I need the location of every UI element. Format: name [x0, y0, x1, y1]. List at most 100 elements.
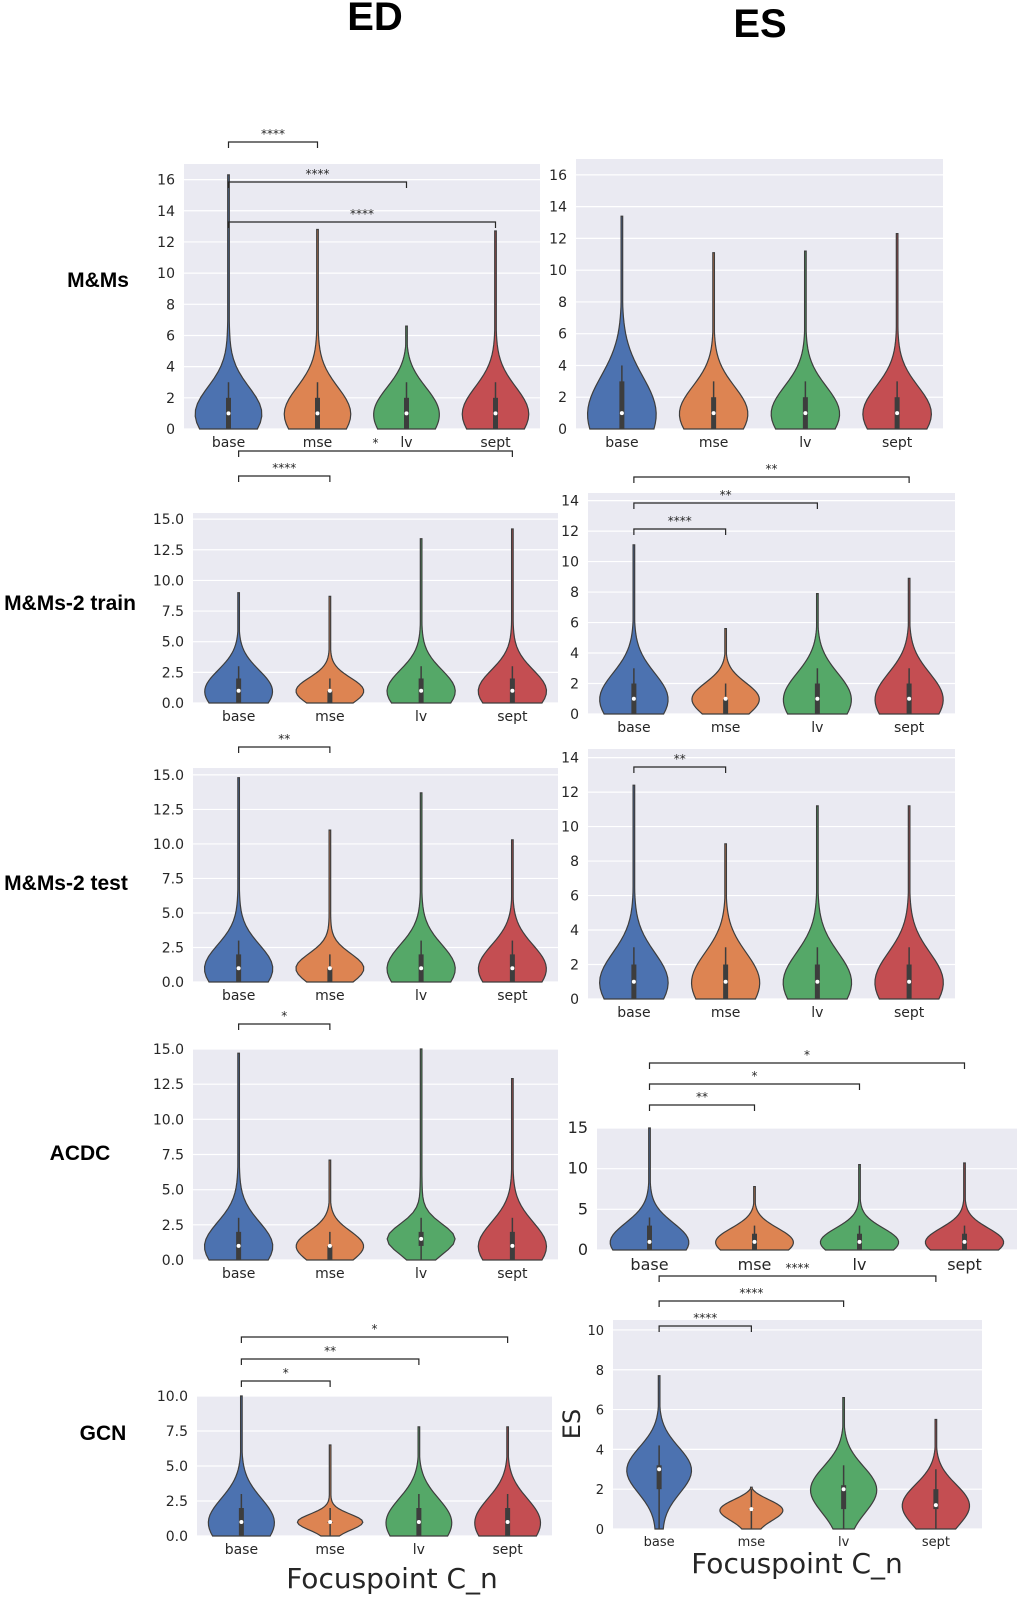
median-sept: [895, 411, 900, 416]
row-label-mms2-train: M&Ms-2 train: [4, 592, 136, 615]
y-tick-label: 8: [596, 1364, 604, 1379]
y-tick-label: 12: [157, 235, 175, 251]
x-tick-label: lv: [415, 1266, 427, 1282]
significance-label: **: [696, 1090, 708, 1104]
y-tick-label: 2.5: [162, 940, 184, 956]
median-mse: [327, 966, 332, 971]
median-base: [236, 966, 241, 971]
significance-label: ****: [786, 1261, 810, 1275]
significance-label: **: [278, 732, 290, 746]
significance-bracket: [648, 1104, 756, 1111]
xlabel-es-gcn: Focuspoint C_n: [691, 1547, 903, 1580]
y-tick-label: 0.0: [166, 1529, 188, 1545]
y-tick-label: 6: [596, 1404, 604, 1419]
median-sept: [510, 966, 515, 971]
y-tick-label: 2: [558, 390, 567, 406]
significance-label: *: [804, 1048, 810, 1062]
chart-gcn-es: 0 2 4 6 8 10 base mse lv sept **** **** ****: [587, 1261, 982, 1550]
y-tick-label: 0: [166, 422, 175, 438]
y-tick-label: 10: [157, 266, 175, 282]
x-tick-label: sept: [894, 1005, 925, 1021]
significance-bracket: [240, 1358, 420, 1365]
significance-label: ****: [261, 127, 285, 141]
y-tick-label: 10: [568, 1159, 588, 1178]
y-tick-label: 14: [157, 204, 175, 220]
significance-bracket: [658, 1325, 752, 1332]
median-mse: [328, 1520, 333, 1524]
row-label-gcn: GCN: [80, 1422, 127, 1445]
row-label-acdc: ACDC: [50, 1142, 111, 1165]
x-tick-label: base: [617, 1005, 650, 1021]
y-tick-label: 7.5: [162, 604, 184, 620]
median-mse: [711, 411, 716, 416]
significance-label: ****: [739, 1286, 763, 1300]
significance-label: ****: [306, 167, 330, 181]
y-tick-label: 10.0: [157, 1389, 188, 1405]
y-tick-label: 14: [561, 751, 579, 767]
significance-label: ****: [693, 1311, 717, 1325]
chart-mms2test-ed: 0.0 2.5 5.0 7.5 10.0 12.5 15.0 base mse lv sept **: [153, 732, 558, 1004]
y-tick-label: 6: [166, 328, 175, 344]
median-lv: [404, 411, 409, 416]
x-tick-label: lv: [415, 988, 427, 1004]
y-tick-label: 0.0: [162, 696, 184, 712]
y-tick-label: 7.5: [162, 1148, 184, 1164]
y-tick-label: 15: [568, 1118, 588, 1137]
x-tick-label: lv: [811, 720, 823, 736]
y-tick-label: 7.5: [166, 1424, 188, 1440]
x-tick-label: mse: [738, 1255, 772, 1274]
y-tick-label: 4: [166, 360, 175, 376]
y-tick-label: 16: [549, 168, 567, 184]
y-tick-label: 8: [166, 297, 175, 313]
xlabel-ed-gcn: Focuspoint C_n: [286, 1562, 498, 1595]
y-tick-label: 4: [596, 1443, 604, 1458]
x-tick-label: base: [605, 435, 638, 451]
y-tick-label: 5.0: [162, 1183, 184, 1199]
y-tick-label: 2: [166, 391, 175, 407]
median-mse: [327, 1243, 332, 1248]
x-tick-label: lv: [799, 435, 811, 451]
significance-label: **: [674, 752, 686, 766]
y-tick-label: 7.5: [162, 871, 184, 887]
box-base: [647, 1225, 652, 1250]
x-tick-label: base: [225, 1542, 258, 1558]
y-tick-label: 0: [558, 422, 567, 438]
y-tick-label: 2: [596, 1483, 604, 1498]
median-lv: [815, 696, 820, 701]
y-tick-label: 10: [561, 820, 579, 836]
y-tick-label: 14: [549, 200, 567, 216]
x-tick-label: sept: [497, 1266, 528, 1282]
box-sept: [933, 1489, 939, 1510]
y-tick-label: 4: [558, 358, 567, 374]
y-tick-label: 0: [596, 1523, 604, 1538]
significance-label: ****: [272, 461, 296, 475]
y-tick-label: 2: [570, 958, 579, 974]
median-mse: [327, 688, 332, 693]
median-sept: [907, 979, 912, 984]
y-tick-label: 0: [570, 707, 579, 723]
x-tick-label: sept: [882, 435, 913, 451]
significance-label: *: [372, 1322, 378, 1336]
significance-label: *: [283, 1366, 289, 1380]
y-tick-label: 6: [558, 327, 567, 343]
significance-label: *: [281, 1009, 287, 1023]
median-mse: [723, 696, 728, 701]
x-tick-label: sept: [497, 988, 528, 1004]
row-label-mms: M&Ms: [67, 269, 129, 292]
median-base: [226, 411, 231, 416]
significance-label: **: [324, 1344, 336, 1358]
x-tick-label: lv: [838, 1535, 850, 1550]
x-tick-label: base: [222, 988, 255, 1004]
box-mse: [327, 1245, 333, 1260]
y-tick-label: 15.0: [153, 1042, 184, 1058]
significance-bracket: [633, 528, 727, 535]
x-tick-label: mse: [315, 988, 345, 1004]
significance-label: *: [373, 436, 379, 450]
y-tick-label: 0: [570, 992, 579, 1008]
y-tick-label: 4: [570, 646, 579, 662]
chart-mms-ed: 0 2 4 6 8 10 12 14 16 base mse lv sept **** **** ****: [157, 127, 540, 451]
x-tick-label: base: [222, 709, 255, 725]
header-ed: ED: [347, 0, 403, 39]
